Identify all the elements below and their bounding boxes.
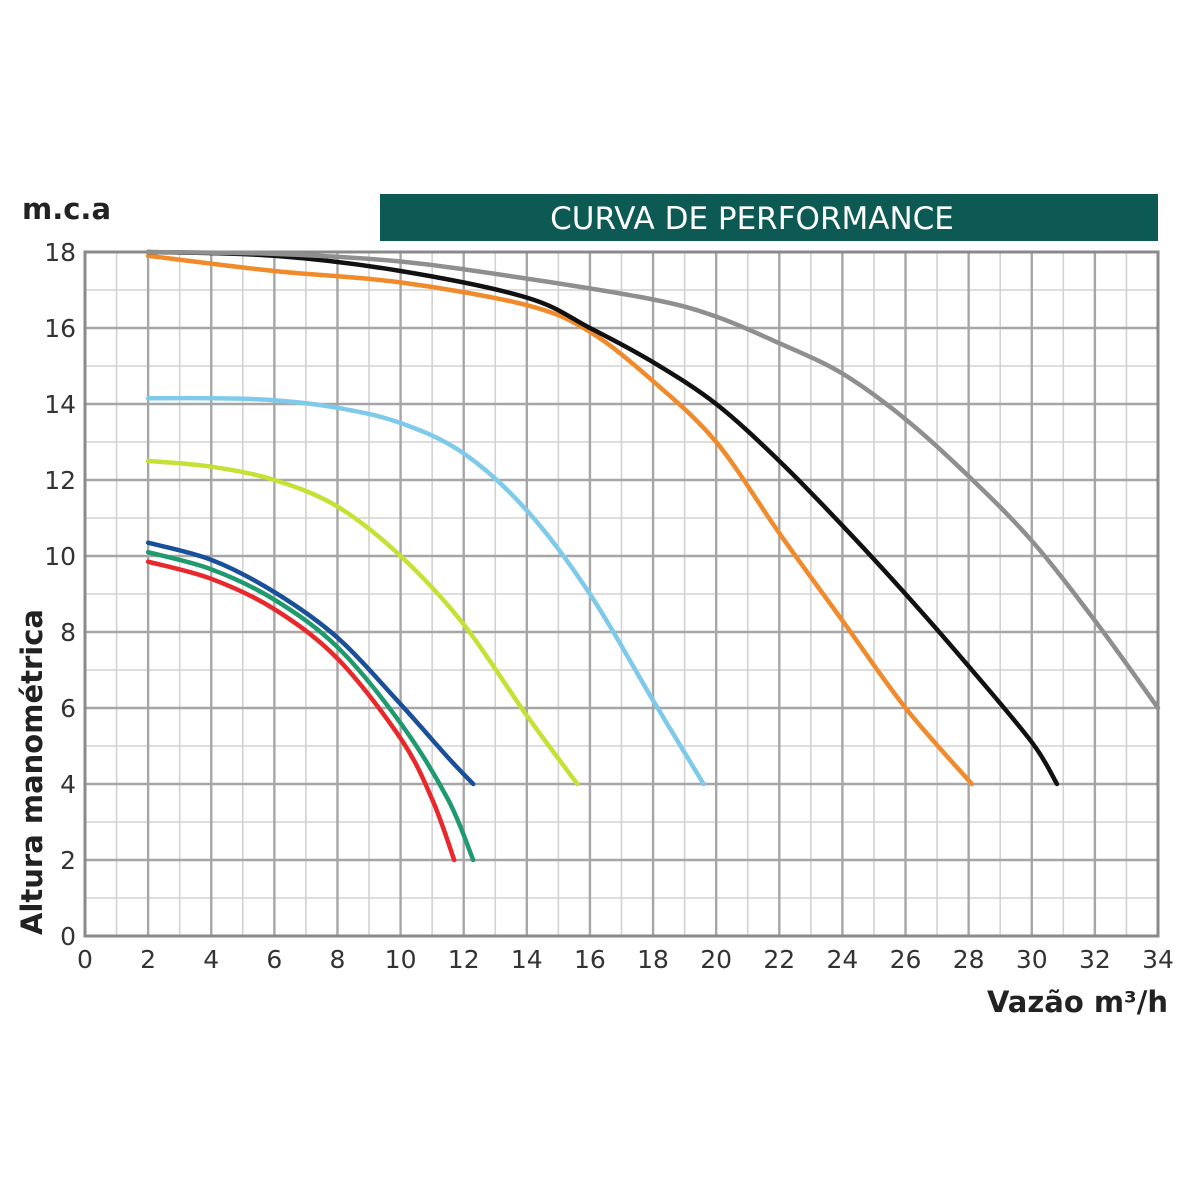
x-tick-label: 12 [448, 945, 480, 974]
x-tick-label: 8 [330, 945, 346, 974]
series-line-1 [145, 559, 457, 863]
x-tick-label: 30 [1016, 945, 1048, 974]
y-tick-label: 14 [44, 390, 76, 419]
y-unit-label: m.c.a [22, 192, 111, 226]
series-line-2 [145, 549, 476, 863]
y-tick-label: 12 [44, 466, 76, 495]
x-tick-label: 18 [637, 945, 669, 974]
y-tick-label: 10 [44, 542, 76, 571]
x-tick-label: 0 [77, 945, 93, 974]
grid-major [85, 252, 1158, 936]
series-line-6 [145, 253, 975, 787]
y-tick-label: 0 [60, 922, 76, 951]
chart-title: CURVA DE PERFORMANCE [550, 201, 954, 237]
x-tick-label: 2 [140, 945, 156, 974]
x-tick-label: 10 [385, 945, 417, 974]
x-tick-label: 6 [266, 945, 282, 974]
y-axis-label: Altura manométrica [15, 609, 49, 935]
series-line-8 [145, 249, 1161, 711]
y-tick-label: 4 [60, 770, 76, 799]
x-tick-label: 32 [1079, 945, 1111, 974]
y-tick-labels: 0 2 4 6 8 10 12 14 16 18 [44, 238, 76, 951]
series-line-7 [145, 249, 1060, 787]
x-tick-label: 20 [700, 945, 732, 974]
series-line-4 [145, 458, 580, 787]
x-tick-label: 4 [203, 945, 219, 974]
y-tick-label: 6 [60, 694, 76, 723]
series-line-3 [145, 540, 476, 787]
y-tick-label: 8 [60, 618, 76, 647]
plot-frame [83, 250, 1160, 938]
series-layer [145, 249, 1161, 863]
x-tick-label: 26 [890, 945, 922, 974]
x-tick-label: 34 [1142, 945, 1174, 974]
grid-minor [85, 252, 1158, 936]
series-line-5 [145, 395, 706, 787]
x-tick-label: 14 [511, 945, 543, 974]
x-tick-labels: 0 2 4 6 8 10 12 14 16 18 20 22 24 26 28 30 32 34 [77, 945, 1174, 974]
x-tick-label: 22 [763, 945, 795, 974]
y-tick-label: 2 [60, 846, 76, 875]
x-tick-label: 28 [953, 945, 985, 974]
x-tick-label: 24 [827, 945, 859, 974]
x-tick-label: 16 [574, 945, 606, 974]
chart-title-banner [380, 194, 1158, 241]
y-tick-label: 18 [44, 238, 76, 267]
y-tick-label: 16 [44, 314, 76, 343]
x-axis-label: Vazão m³/h [987, 985, 1168, 1019]
